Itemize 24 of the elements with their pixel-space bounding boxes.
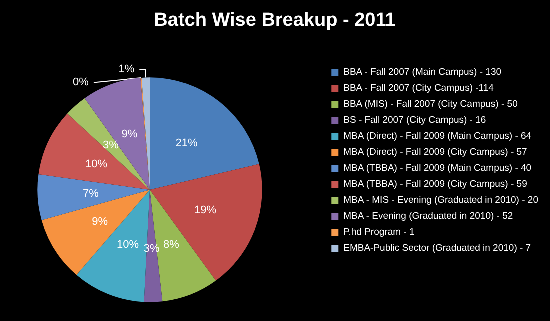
legend-label: EMBA-Public Sector (Graduated in 2010) - 7	[344, 243, 532, 254]
data-label: 3%	[102, 140, 120, 152]
legend-label: MBA (TBBA) - Fall 2009 (City Campus) - 59	[344, 179, 528, 190]
legend-label: MBA (TBBA) - Fall 2009 (Main Campus) - 40	[344, 163, 532, 174]
data-label: 10%	[116, 238, 140, 251]
data-label: 8%	[163, 239, 180, 252]
legend-label: MBA (Direct) - Fall 2009 (City Campus) - 57	[344, 147, 528, 158]
legend-label: MBA (Direct) - Fall 2009 (Main Campus) - 64	[344, 131, 532, 142]
legend-label: BBA (MIS) - Fall 2007 (City Campus) - 50	[344, 99, 518, 110]
legend-label: MBA - Evening (Graduated in 2010) - 52	[344, 211, 514, 222]
chart-title: Batch Wise Breakup - 2011	[154, 10, 396, 31]
legend-label: BBA - Fall 2007 (City Campus) -114	[344, 83, 494, 94]
data-label: 9%	[122, 128, 138, 140]
legend-label: MBA - MIS - Evening (Graduated in 2010) - 20	[344, 195, 538, 206]
data-label: 1%	[118, 64, 135, 76]
data-label: 21%	[176, 138, 198, 150]
legend-label: BBA - Fall 2007 (Main Campus) - 130	[344, 67, 502, 78]
legend-label: P.hd Program - 1	[344, 227, 415, 238]
data-label: 10%	[86, 158, 108, 171]
legend-label: BS - Fall 2007 (City Campus) - 16	[344, 115, 486, 126]
data-label: 19%	[194, 204, 217, 217]
data-label: 0%	[73, 76, 90, 89]
data-label: 9%	[92, 216, 108, 228]
data-label: 7%	[83, 188, 100, 200]
